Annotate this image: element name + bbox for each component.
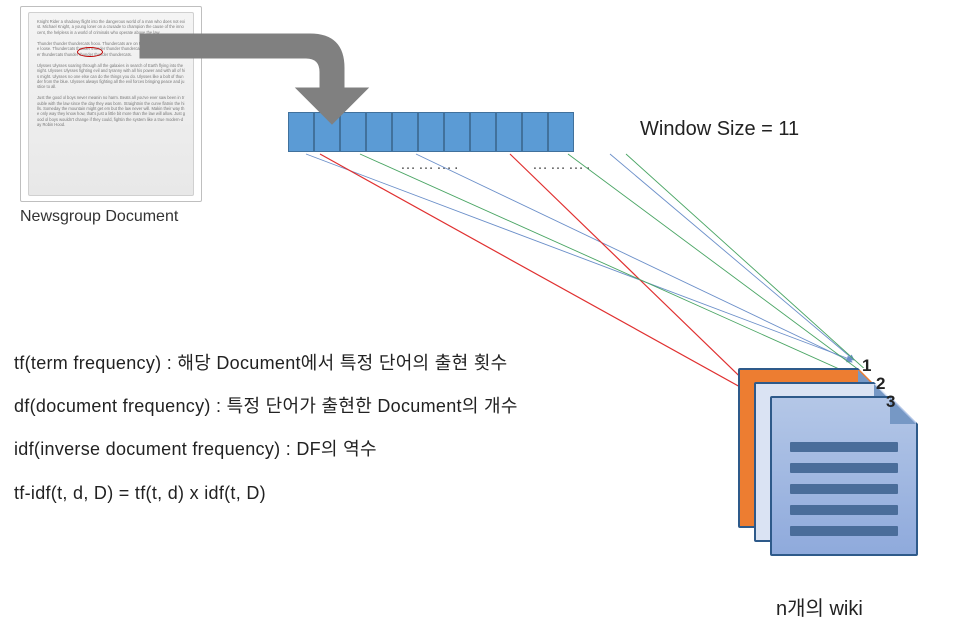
window-cell bbox=[418, 112, 444, 152]
formula-df: df(document frequency) : 특정 단어가 출현한 Docu… bbox=[14, 385, 518, 428]
wiki-caption: n개의 wiki bbox=[776, 592, 863, 621]
window-cell bbox=[314, 112, 340, 152]
wiki-doc-3 bbox=[770, 396, 918, 556]
doc-paragraph: Thunder thunder thundercats hooo. Thunde… bbox=[37, 41, 185, 57]
window-cell bbox=[496, 112, 522, 152]
doc-paragraph: Ulysses Ulysses soaring through all the … bbox=[37, 63, 185, 90]
wiki-number-2: 2 bbox=[876, 374, 885, 394]
formula-block: tf(term frequency) : 해당 Document에서 특정 단어… bbox=[14, 342, 518, 515]
diagram-canvas: Knight Rider a shadowy flight into the d… bbox=[0, 0, 966, 637]
formula-idf: idf(inverse document frequency) : DF의 역수 bbox=[14, 428, 518, 471]
wiki-documents-stack bbox=[738, 368, 924, 558]
window-cell bbox=[366, 112, 392, 152]
window-size-label: Window Size = 11 bbox=[640, 118, 799, 141]
newsgroup-document-graphic: Knight Rider a shadowy flight into the d… bbox=[20, 6, 202, 202]
formula-tf: tf(term frequency) : 해당 Document에서 특정 단어… bbox=[14, 342, 518, 385]
window-cell bbox=[288, 112, 314, 152]
window-cell bbox=[392, 112, 418, 152]
window-cell bbox=[548, 112, 574, 152]
formula-tfidf: tf-idf(t, d, D) = tf(t, d) x idf(t, D) bbox=[14, 472, 518, 515]
window-ellipsis-right: ………. bbox=[532, 156, 592, 174]
doc-paragraph: Just the good ol boys never meanin no ha… bbox=[37, 95, 185, 127]
window-cell bbox=[470, 112, 496, 152]
window-ellipsis-left: ………. bbox=[400, 156, 460, 174]
doc-paragraph: Knight Rider a shadowy flight into the d… bbox=[37, 19, 185, 35]
wiki-number-3: 3 bbox=[886, 392, 895, 412]
newsgroup-document-caption: Newsgroup Document bbox=[20, 208, 178, 226]
window-cell bbox=[340, 112, 366, 152]
window-cell bbox=[444, 112, 470, 152]
document-greeked-text: Knight Rider a shadowy flight into the d… bbox=[37, 19, 185, 127]
doc-text-lines bbox=[790, 442, 898, 536]
context-window-bar bbox=[288, 112, 574, 152]
wiki-number-1: 1 bbox=[862, 356, 871, 376]
connectors-to-doc1 bbox=[306, 154, 854, 362]
document-page: Knight Rider a shadowy flight into the d… bbox=[28, 12, 194, 196]
window-cell bbox=[522, 112, 548, 152]
